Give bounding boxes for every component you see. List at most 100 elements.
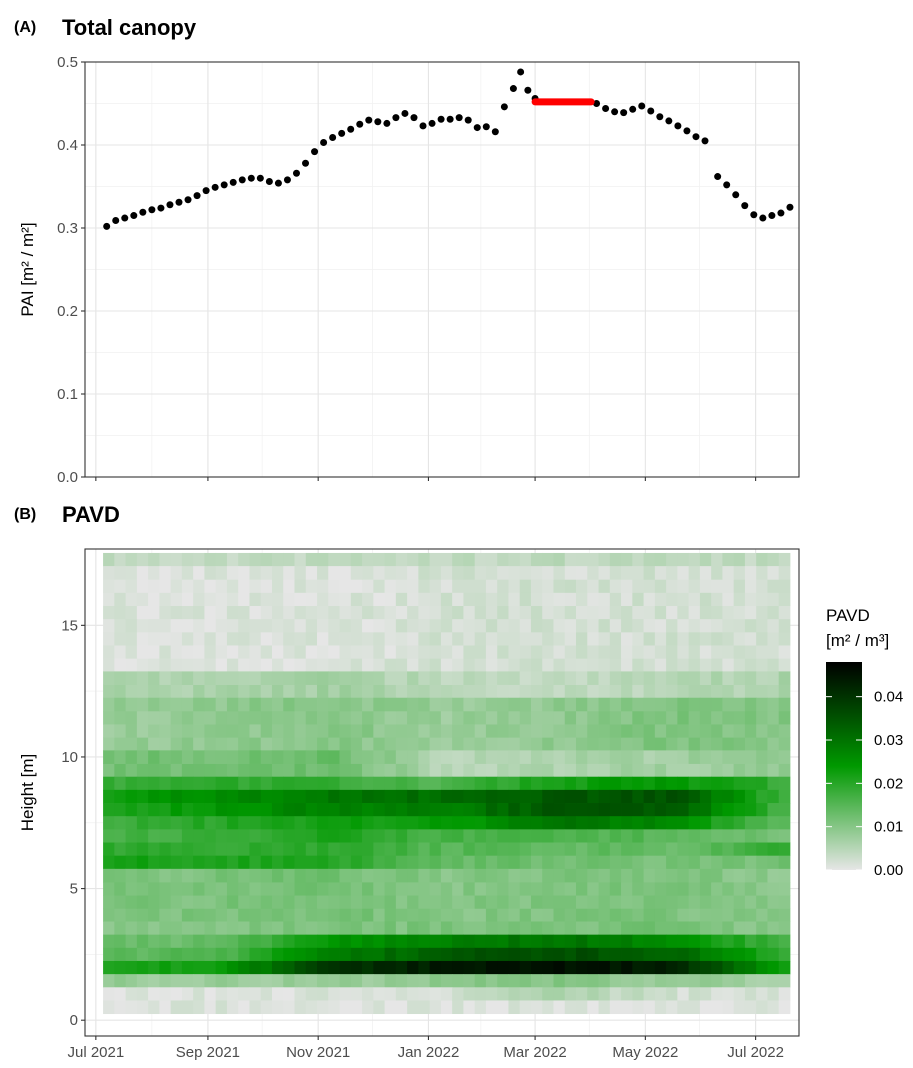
panel-a-y-tick-label: 0.0 xyxy=(57,469,78,486)
panel-b-heatmap-cell xyxy=(733,737,746,751)
panel-b-heatmap-cell xyxy=(576,776,588,791)
panel-b-heatmap-cell xyxy=(362,552,374,567)
panel-b-heatmap-cell xyxy=(125,710,138,725)
panel-b-heatmap-cell xyxy=(632,855,644,870)
panel-b-heatmap-cell xyxy=(519,552,532,567)
panel-a-point xyxy=(593,100,601,107)
panel-b-heatmap-cell xyxy=(148,579,160,593)
panel-b-heatmap-cell xyxy=(654,974,667,988)
panel-b-heatmap-cell xyxy=(497,658,509,672)
panel-b-heatmap-cell xyxy=(215,671,228,685)
panel-b-heatmap-cell xyxy=(305,908,318,922)
panel-b-heatmap-cell xyxy=(384,631,397,646)
panel-b-heatmap-cell xyxy=(587,908,599,922)
panel-b-heatmap-cell xyxy=(598,618,611,633)
panel-b-heatmap-cell xyxy=(598,592,611,606)
panel-b-heatmap-cell xyxy=(744,697,757,712)
panel-b-heatmap-cell xyxy=(384,987,397,1001)
panel-b-heatmap-cell xyxy=(621,684,633,699)
panel-b-heatmap-cell xyxy=(181,592,194,606)
panel-b-heatmap-cell xyxy=(699,829,712,843)
panel-b-heatmap-cell xyxy=(677,855,690,870)
panel-b-heatmap-cell xyxy=(688,895,701,909)
panel-a-point xyxy=(500,103,508,111)
panel-b-heatmap-cell xyxy=(688,829,701,843)
panel-b-heatmap-cell xyxy=(711,960,723,975)
panel-b-heatmap-cell xyxy=(271,671,284,685)
panel-b-heatmap-cell xyxy=(609,934,622,949)
panel-b-heatmap-cell xyxy=(317,658,329,672)
panel-b-heatmap-cell xyxy=(587,960,599,975)
panel-b-heatmap-cell xyxy=(688,710,701,725)
panel-b-x-tick-label: May 2022 xyxy=(612,1044,678,1061)
panel-b-heatmap-cell xyxy=(609,829,622,843)
panel-b-heatmap-cell xyxy=(564,934,577,949)
panel-b-heatmap-cell xyxy=(576,684,588,699)
panel-b-heatmap-cell xyxy=(249,776,262,791)
panel-b-heatmap-cell xyxy=(497,763,509,778)
panel-b-heatmap-cell xyxy=(778,750,791,764)
panel-b-heatmap-cell xyxy=(159,566,172,580)
panel-b-heatmap-cell xyxy=(170,855,183,870)
panel-b-heatmap-cell xyxy=(317,868,329,883)
panel-b-heatmap-cell xyxy=(744,855,757,870)
pavd-legend: PAVD [m² / m³] 0.000.010.020.030.04 xyxy=(826,606,903,879)
panel-b-heatmap-cell xyxy=(215,921,228,936)
panel-b-heatmap-cell xyxy=(328,882,340,896)
panel-b-heatmap-cell xyxy=(576,763,588,778)
panel-b-heatmap-cell xyxy=(260,960,273,975)
panel-b-heatmap-cell xyxy=(519,882,532,896)
panel-b-heatmap-cell xyxy=(170,934,183,949)
panel-b-heatmap-cell xyxy=(621,750,633,764)
panel-b-heatmap-cell xyxy=(238,882,250,896)
panel-b-heatmap-cell xyxy=(733,921,746,936)
panel-b-heatmap-cell xyxy=(114,552,126,567)
panel-b-heatmap-cell xyxy=(677,895,690,909)
panel-b-heatmap-cell xyxy=(407,552,419,567)
panel-b-heatmap-cell xyxy=(440,776,453,791)
panel-a-y-ticks: 0.00.10.20.30.40.5 xyxy=(57,54,85,486)
panel-b-heatmap-cell xyxy=(294,579,307,593)
panel-b-heatmap-cell xyxy=(215,605,228,620)
panel-b-heatmap-cell xyxy=(756,671,768,685)
panel-b-heatmap-cell xyxy=(564,592,577,606)
panel-b-heatmap-cell xyxy=(339,868,352,883)
panel-b-heatmap-cell xyxy=(114,789,126,804)
panel-b-heatmap-cell xyxy=(530,579,543,593)
panel-b-heatmap-cell xyxy=(722,697,735,712)
panel-b-heatmap-cell xyxy=(767,724,780,738)
panel-b-heatmap-cell xyxy=(395,974,408,988)
panel-b-heatmap-cell xyxy=(474,658,487,672)
panel-b-heatmap-cell xyxy=(576,697,588,712)
panel-b-heatmap-cell xyxy=(519,947,532,962)
panel-b-heatmap-cell xyxy=(564,579,577,593)
panel-b-heatmap-cell xyxy=(373,618,385,633)
panel-b-heatmap-cell xyxy=(249,710,262,725)
panel-b-heatmap-cell xyxy=(508,803,521,817)
panel-b-heatmap-cell xyxy=(553,697,566,712)
panel-b-heatmap-cell xyxy=(350,618,363,633)
panel-b-heatmap-cell xyxy=(452,855,464,870)
panel-b-heatmap-cell xyxy=(553,882,566,896)
panel-b-heatmap-cell xyxy=(226,566,239,580)
panel-b-heatmap-cell xyxy=(609,803,622,817)
panel-b-heatmap-cell xyxy=(339,697,352,712)
panel-b-heatmap-cell xyxy=(666,816,678,830)
panel-b-heatmap-cell xyxy=(373,829,385,843)
panel-b-heatmap-cell xyxy=(677,763,690,778)
panel-b-heatmap-cell xyxy=(711,842,723,857)
panel-b-heatmap-cell xyxy=(778,618,791,633)
panel-b-heatmap-cell xyxy=(688,776,701,791)
panel-b-heatmap-cell xyxy=(148,724,160,738)
panel-b-heatmap-cell xyxy=(756,855,768,870)
panel-b-heatmap-cell xyxy=(362,842,374,857)
panel-b-heatmap-cell xyxy=(463,618,476,633)
legend-colorbar xyxy=(826,662,862,870)
panel-b-heatmap-cell xyxy=(350,645,363,659)
panel-b-x-tick-label: Nov 2021 xyxy=(286,1044,350,1061)
panel-b-heatmap-cell xyxy=(407,579,419,593)
panel-b-heatmap-cell xyxy=(193,855,205,870)
panel-b-heatmap-cell xyxy=(362,658,374,672)
panel-b-heatmap-cell xyxy=(170,566,183,580)
panel-b-heatmap-cell xyxy=(576,934,588,949)
